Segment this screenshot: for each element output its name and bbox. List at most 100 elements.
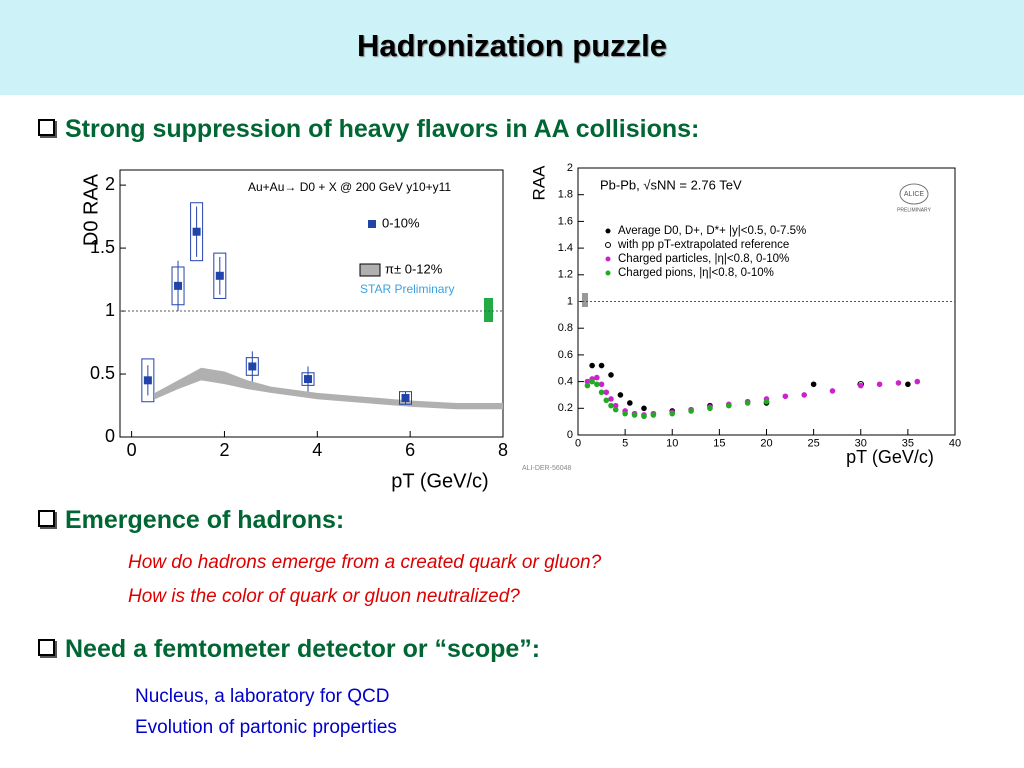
point	[248, 362, 257, 371]
legend-label: 0-10%	[382, 215, 420, 230]
y-tick-label: 1.8	[558, 189, 573, 201]
y-tick-label: 0.5	[90, 363, 115, 383]
y-tick-label: 1.6	[558, 215, 573, 227]
point	[215, 271, 224, 280]
point	[650, 412, 657, 418]
point	[304, 375, 313, 384]
point	[612, 402, 619, 409]
point	[829, 388, 836, 394]
point	[876, 381, 883, 388]
y-tick-label: 0	[105, 426, 115, 446]
point	[598, 362, 605, 369]
y-tick-label: 2	[567, 162, 573, 174]
point	[608, 402, 614, 409]
x-tick-label: 2	[219, 440, 229, 460]
legend-label: Average D0, D+, D*+ |y|<0.5, 0-7.5%	[618, 225, 806, 237]
y-axis-label: RAA	[529, 165, 548, 201]
x-tick-label: 10	[666, 438, 678, 450]
point	[857, 382, 864, 389]
legend-marker	[359, 263, 381, 277]
note: ALI-DER-56048	[522, 465, 572, 472]
point	[726, 402, 732, 409]
x-tick-label: 35	[902, 438, 914, 450]
y-tick-label: 0.2	[558, 402, 573, 414]
band	[154, 367, 503, 410]
y-tick-label: 0	[567, 429, 573, 441]
note-line: Evolution of partonic properties	[135, 717, 397, 738]
x-tick-label: 15	[713, 438, 725, 450]
logo	[899, 183, 929, 205]
x-tick-label: 5	[622, 438, 628, 450]
note: STAR Preliminary	[360, 282, 454, 296]
point	[143, 376, 152, 385]
legend-marker	[605, 256, 611, 262]
legend-label: π± 0-12%	[385, 261, 443, 276]
point	[589, 362, 595, 369]
point	[589, 378, 595, 385]
point	[598, 381, 605, 388]
point	[174, 281, 183, 290]
norm-box	[484, 298, 493, 322]
point	[608, 396, 614, 402]
x-tick-label: 8	[498, 440, 508, 460]
point	[763, 398, 770, 405]
point	[914, 378, 921, 385]
sys-box	[213, 252, 227, 299]
annotation: Pb-Pb, √sNN = 2.76 TeV	[600, 177, 742, 192]
legend-label: Charged particles, |η|<0.8, 0-10%	[618, 253, 789, 265]
annotation: Au+Au→ D0 + X @ 200 GeV y10+y11	[248, 180, 451, 194]
legend-marker	[605, 242, 611, 248]
x-axis-label: pT (GeV/c)	[846, 447, 934, 467]
x-tick-label: 0	[127, 440, 137, 460]
y-axis-label: D0 RAA	[80, 173, 102, 246]
bullet: Emergence of hadrons:	[38, 506, 344, 535]
point	[688, 408, 694, 414]
x-axis-label: pT (GeV/c)	[391, 470, 488, 492]
point	[401, 393, 410, 402]
x-tick-label: 0	[575, 438, 581, 450]
point	[782, 393, 789, 400]
x-tick-label: 25	[808, 438, 820, 450]
slide-title: Hadronization puzzle	[357, 28, 667, 63]
y-tick-label: 0.6	[558, 349, 573, 361]
point	[801, 392, 807, 398]
x-tick-label: 30	[855, 438, 867, 450]
x-tick-label: 40	[949, 438, 961, 450]
point	[603, 389, 610, 396]
point	[594, 374, 600, 381]
legend-marker	[605, 270, 611, 276]
point	[627, 400, 633, 406]
point	[622, 410, 628, 417]
point	[744, 400, 751, 406]
y-tick-label: 1.2	[558, 269, 573, 281]
point	[598, 389, 605, 396]
point	[905, 381, 911, 388]
y-tick-label: 1.5	[90, 237, 115, 257]
y-tick-label: 0.8	[558, 322, 573, 334]
sys-box	[190, 202, 204, 262]
sys-box	[141, 358, 155, 403]
x-tick-label: 4	[312, 440, 322, 460]
y-tick-label: 0.4	[558, 376, 573, 388]
point	[895, 380, 902, 386]
point	[810, 381, 817, 388]
header: Hadronization puzzle	[0, 0, 1024, 95]
legend-marker	[605, 228, 611, 234]
note-line: Nucleus, a laboratory for QCD	[135, 686, 390, 707]
legend-label: with pp pT-extrapolated reference	[617, 239, 789, 251]
logo-text: ALICE	[904, 191, 925, 198]
bullet: Strong suppression of heavy flavors in A…	[38, 115, 699, 144]
point	[669, 410, 676, 417]
legend-label: Charged pions, |η|<0.8, 0-10%	[618, 267, 774, 279]
point	[641, 413, 647, 420]
y-tick-label: 1	[105, 300, 115, 320]
point	[707, 405, 713, 412]
point	[584, 378, 591, 385]
legend-marker	[368, 220, 376, 228]
x-tick-label: 6	[405, 440, 415, 460]
point	[594, 381, 600, 388]
point	[631, 412, 638, 418]
logo-text: PRELIMINARY	[897, 207, 931, 213]
